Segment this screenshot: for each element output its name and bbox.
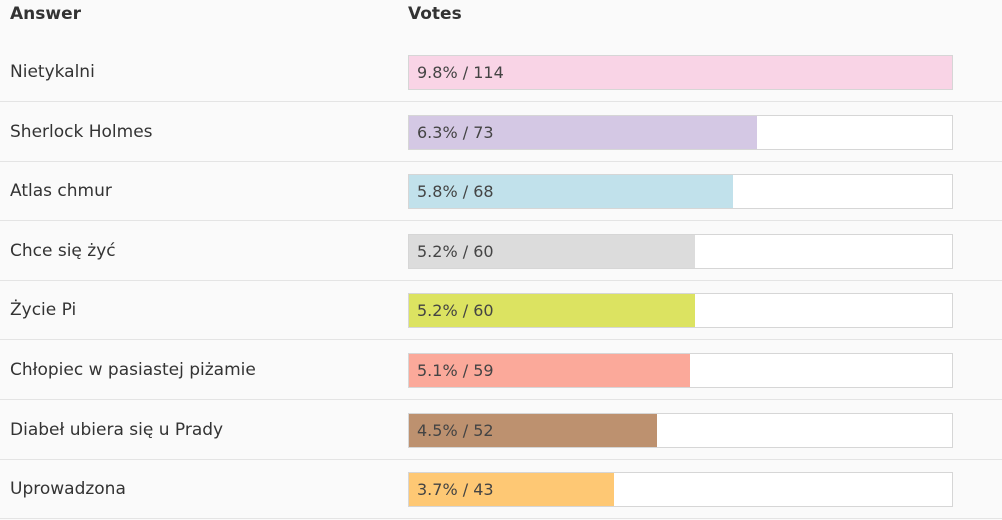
vote-bar-track: 5.2% / 60 [408, 233, 953, 269]
answer-label: Sherlock Holmes [10, 121, 153, 142]
vote-bar [409, 115, 757, 149]
table-row: Sherlock Holmes 6.3% / 73 [0, 103, 1002, 162]
vote-bar-label: 5.8% / 68 [417, 182, 494, 202]
vote-bar-track: 5.2% / 60 [408, 293, 953, 329]
vote-bar [409, 56, 952, 89]
table-row: Życie Pi 5.2% / 60 [0, 281, 1002, 341]
answer-label: Uprowadzona [10, 479, 126, 500]
vote-bar-label: 9.8% / 114 [417, 63, 504, 82]
vote-bar [409, 473, 614, 507]
vote-bar [409, 294, 695, 328]
vote-bar-track: 5.1% / 59 [408, 353, 953, 388]
answer-label: Chłopiec w pasiastej piżamie [10, 360, 256, 380]
table-row: Uprowadzona 3.7% / 43 [0, 460, 1002, 520]
answer-label: Życie Pi [10, 300, 77, 321]
vote-bar-track: 9.8% / 114 [408, 55, 953, 90]
vote-bar-label: 5.2% / 60 [417, 301, 494, 321]
vote-bar-label: 5.2% / 60 [417, 241, 494, 261]
vote-bar-label: 5.1% / 59 [417, 361, 494, 380]
vote-bar-label: 3.7% / 43 [417, 480, 494, 500]
table-row: Atlas chmur 5.8% / 68 [0, 162, 1002, 222]
vote-bar [409, 413, 657, 447]
answer-label: Chce się żyć [10, 240, 116, 261]
vote-bar-track: 3.7% / 43 [408, 472, 953, 508]
table-row: Chłopiec w pasiastej piżamie 5.1% / 59 [0, 341, 1002, 400]
answer-column-header: Answer [10, 4, 81, 24]
vote-bar [409, 234, 695, 268]
table-row: Chce się żyć 5.2% / 60 [0, 222, 1002, 281]
vote-bar-track: 6.3% / 73 [408, 114, 953, 150]
answer-label: Diabeł ubiera się u Prady [10, 419, 224, 440]
table-row: Diabeł ubiera się u Prady 4.5% / 52 [0, 401, 1002, 460]
table-row: Nietykalni 9.8% / 114 [0, 43, 1002, 102]
table-header: Answer Votes [0, 0, 1002, 43]
votes-column-header: Votes [408, 4, 462, 24]
vote-bar-track: 5.8% / 68 [408, 174, 953, 210]
vote-bar [409, 354, 690, 387]
vote-bar-track: 4.5% / 52 [408, 412, 953, 448]
vote-bar-label: 6.3% / 73 [417, 122, 494, 142]
answer-label: Nietykalni [10, 62, 95, 82]
answer-label: Atlas chmur [10, 181, 112, 202]
vote-bar-label: 4.5% / 52 [417, 420, 494, 440]
vote-bar [409, 175, 733, 209]
